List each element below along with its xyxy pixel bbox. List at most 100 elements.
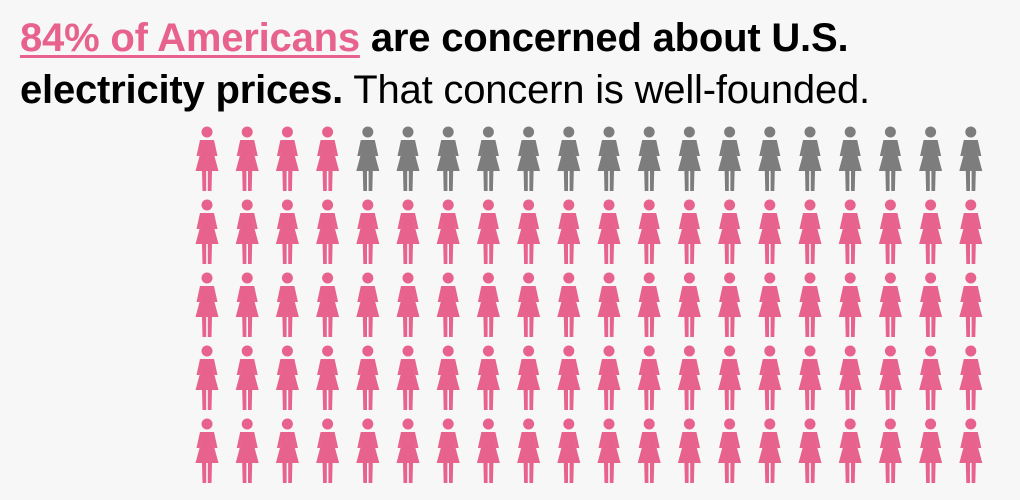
person-icon-concerned [798,199,822,264]
person-icon-concerned [235,126,259,191]
person-icon-concerned [878,272,902,337]
person-icon-concerned [316,345,340,410]
person-icon-concerned [878,418,902,483]
person-icon-concerned [557,345,581,410]
person-icon-concerned [557,199,581,264]
person-icon-concerned [838,418,862,483]
person-icon-concerned [758,345,782,410]
person-icon-concerned [476,272,500,337]
person-icon-not-concerned [597,126,621,191]
person-icon-concerned [959,199,983,264]
person-icon-concerned [316,418,340,483]
person-icon-concerned [476,199,500,264]
headline-regular-text: That concern is well-founded. [343,68,870,112]
person-icon-concerned [557,272,581,337]
person-icon-concerned [356,199,380,264]
person-icon-concerned [798,418,822,483]
person-icon-concerned [637,345,661,410]
person-icon-concerned [195,345,219,410]
person-icon-concerned [758,418,782,483]
headline-bold-text: are concerned about U.S. electricity pri… [20,16,849,112]
person-icon-not-concerned [396,126,420,191]
person-icon-concerned [597,199,621,264]
person-icon-concerned [316,272,340,337]
person-icon-concerned [275,199,299,264]
person-icon-concerned [275,126,299,191]
headline: 84% of Americans are concerned about U.S… [20,12,1010,116]
person-icon-not-concerned [356,126,380,191]
person-icon-concerned [959,418,983,483]
person-icon-concerned [195,126,219,191]
person-icon-concerned [235,199,259,264]
person-icon-not-concerned [758,126,782,191]
person-icon-concerned [878,199,902,264]
person-icon-concerned [476,345,500,410]
icon-array-chart [195,126,983,483]
person-icon-concerned [959,272,983,337]
headline-link[interactable]: 84% of Americans [20,16,360,60]
person-icon-not-concerned [557,126,581,191]
person-icon-concerned [436,272,460,337]
person-icon-concerned [919,272,943,337]
person-icon-concerned [677,418,701,483]
person-icon-not-concerned [677,126,701,191]
person-icon-concerned [396,345,420,410]
person-icon-concerned [718,418,742,483]
person-icon-concerned [356,418,380,483]
person-icon-concerned [919,418,943,483]
person-icon-not-concerned [517,126,541,191]
person-icon-concerned [919,199,943,264]
person-icon-concerned [195,199,219,264]
person-icon-concerned [436,418,460,483]
person-icon-concerned [436,345,460,410]
person-icon-concerned [718,345,742,410]
person-icon-concerned [476,418,500,483]
person-icon-concerned [637,418,661,483]
person-icon-concerned [758,272,782,337]
person-icon-concerned [396,272,420,337]
person-icon-concerned [959,345,983,410]
person-icon-concerned [597,418,621,483]
person-icon-not-concerned [838,126,862,191]
person-icon-concerned [275,418,299,483]
person-icon-not-concerned [476,126,500,191]
person-icon-concerned [798,272,822,337]
person-icon-concerned [597,272,621,337]
person-icon-concerned [838,199,862,264]
person-icon-concerned [235,418,259,483]
person-icon-concerned [637,199,661,264]
person-icon-concerned [637,272,661,337]
person-icon-concerned [517,345,541,410]
person-icon-concerned [396,418,420,483]
person-icon-concerned [597,345,621,410]
person-icon-concerned [517,272,541,337]
person-icon-concerned [356,345,380,410]
person-icon-concerned [798,345,822,410]
person-icon-not-concerned [959,126,983,191]
person-icon-not-concerned [718,126,742,191]
person-icon-not-concerned [436,126,460,191]
person-icon-concerned [677,345,701,410]
person-icon-concerned [396,199,420,264]
person-icon-concerned [517,199,541,264]
person-icon-concerned [919,345,943,410]
person-icon-concerned [436,199,460,264]
person-icon-concerned [838,345,862,410]
person-icon-concerned [838,272,862,337]
person-icon-concerned [557,418,581,483]
person-icon-not-concerned [798,126,822,191]
person-icon-concerned [195,418,219,483]
person-icon-concerned [517,418,541,483]
person-icon-concerned [316,199,340,264]
person-icon-concerned [235,272,259,337]
person-icon-not-concerned [637,126,661,191]
person-icon-concerned [275,272,299,337]
person-icon-concerned [677,199,701,264]
person-icon-concerned [195,272,219,337]
person-icon-not-concerned [878,126,902,191]
person-icon-concerned [758,199,782,264]
person-icon-concerned [356,272,380,337]
person-icon-concerned [235,345,259,410]
person-icon-concerned [275,345,299,410]
person-icon-not-concerned [919,126,943,191]
